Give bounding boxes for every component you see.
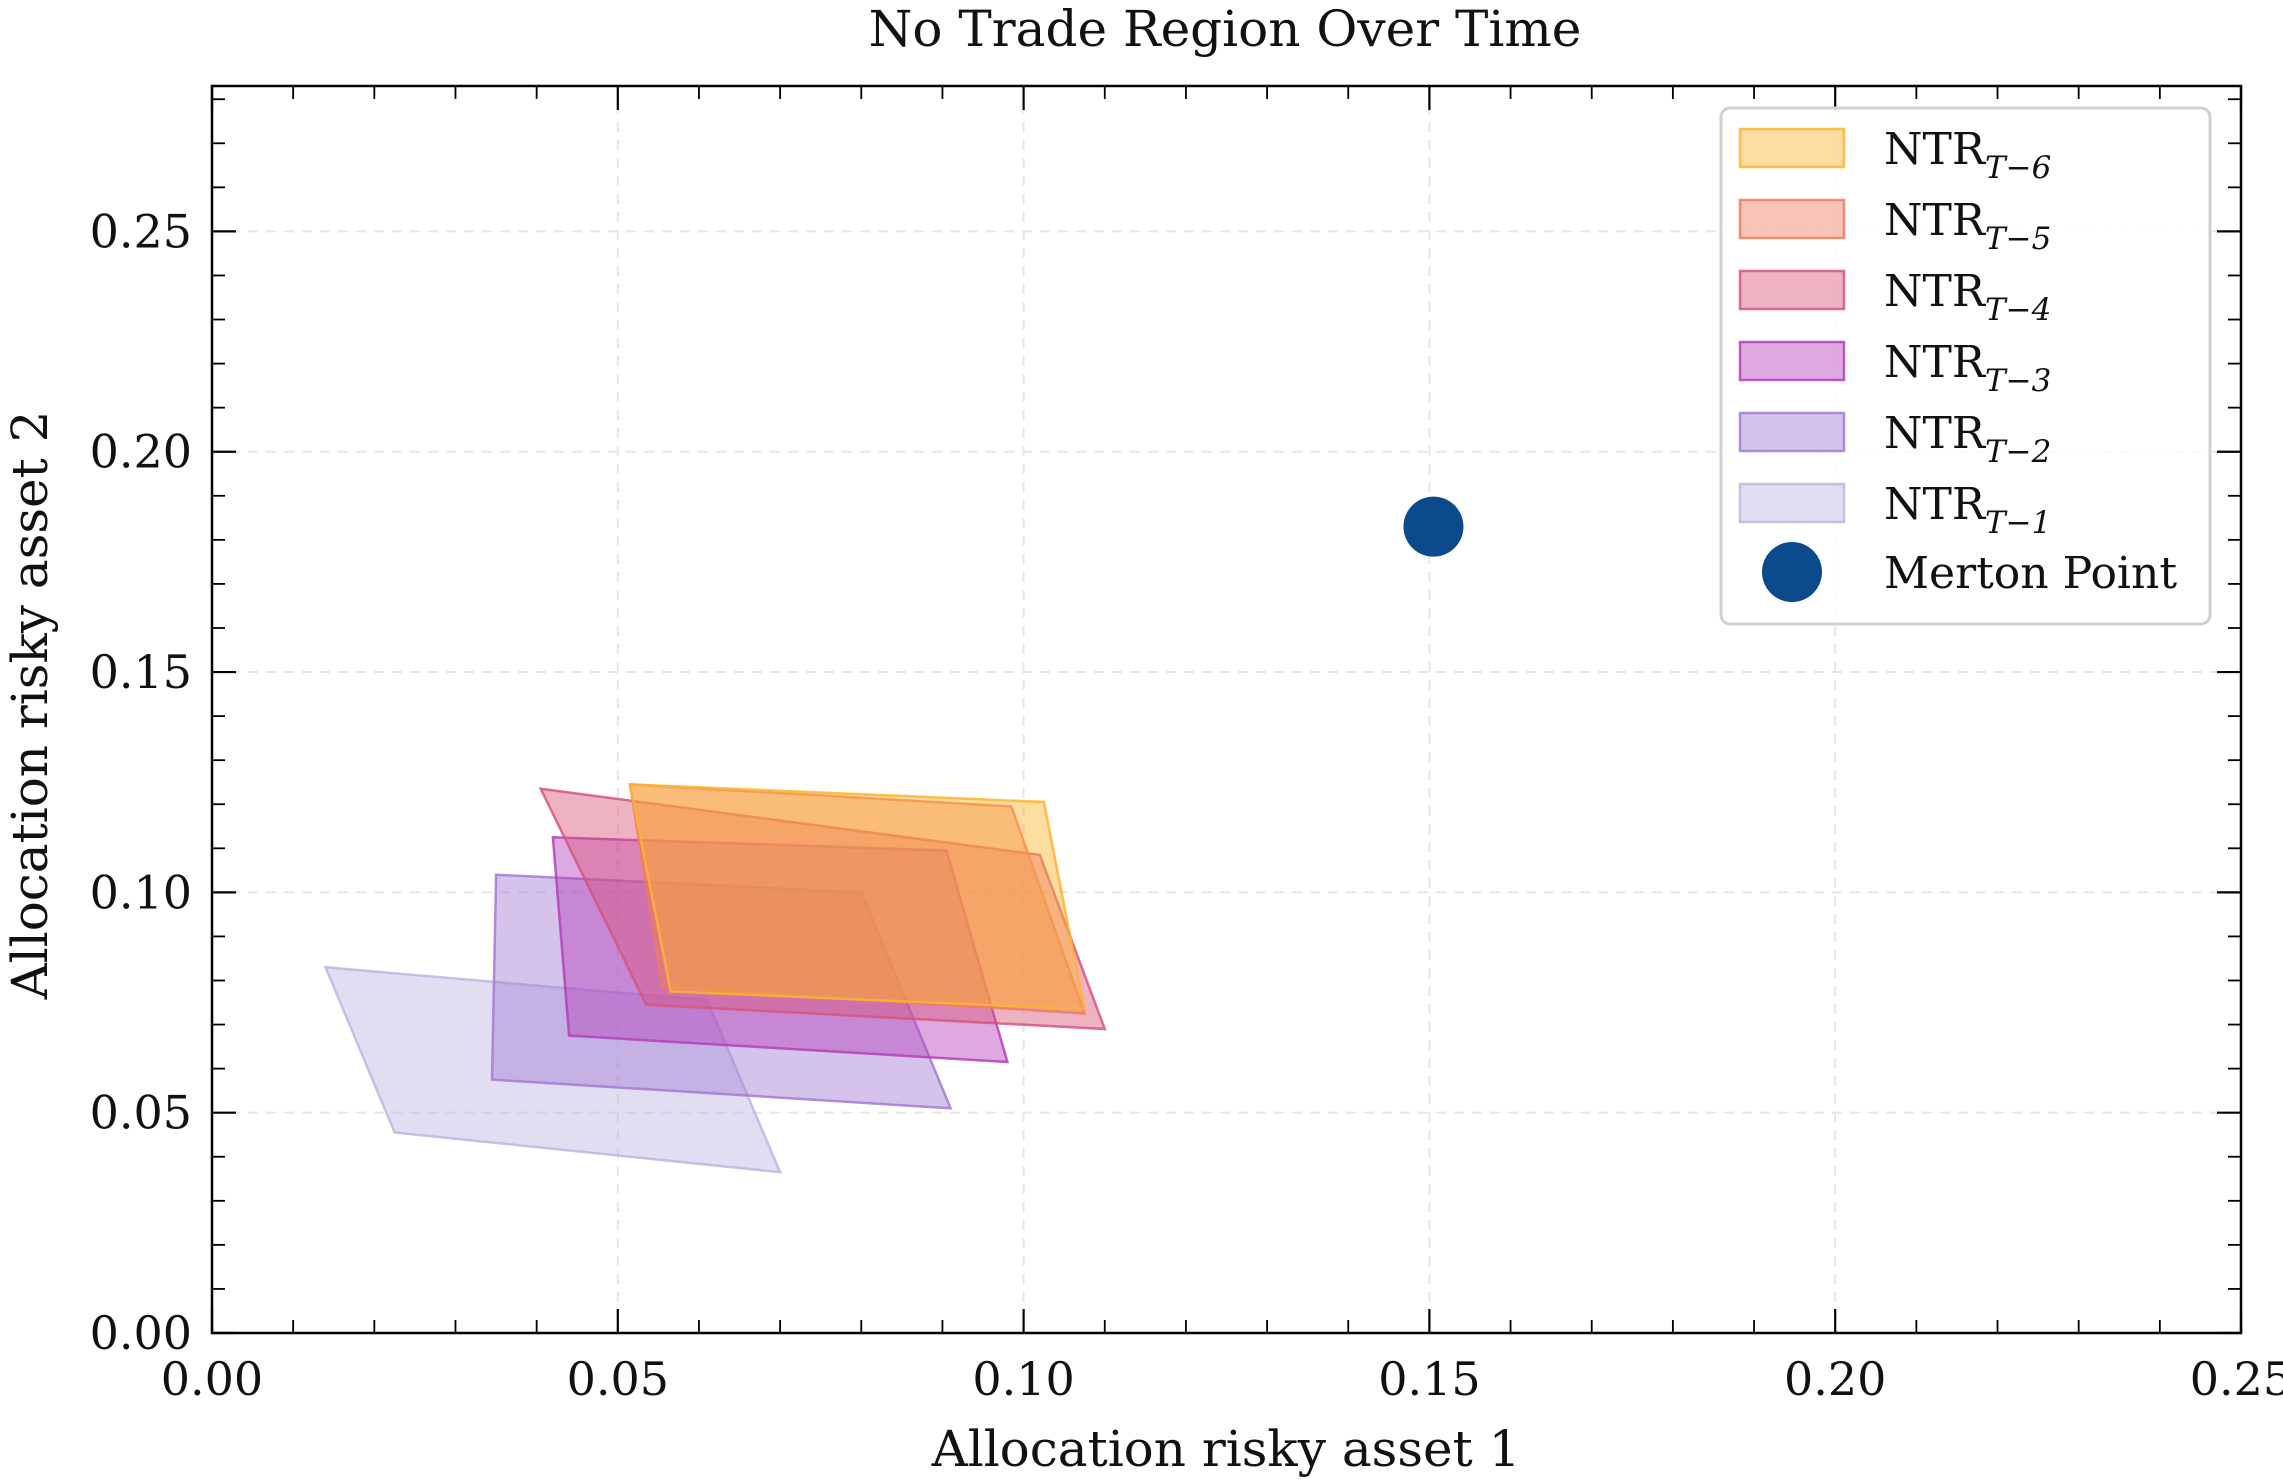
legend-entry-label: NTRT−6 bbox=[1884, 124, 2051, 186]
x-axis-label: Allocation risky asset 1 bbox=[931, 1420, 1521, 1478]
legend: NTRT−6 NTRT−5 NTRT−4 NTRT−3 NTRT−2 NTRT−1 Mert… bbox=[1719, 106, 2212, 626]
chart-title: No Trade Region Over Time bbox=[869, 0, 1582, 58]
ntr-region-Tminus-6 bbox=[628, 783, 1087, 1011]
legend-swatch bbox=[1738, 411, 1846, 453]
x-tick-label: 0.00 bbox=[161, 1352, 263, 1406]
legend-swatch bbox=[1738, 482, 1846, 524]
legend-swatch bbox=[1738, 340, 1846, 382]
x-tick-label: 0.05 bbox=[567, 1352, 669, 1406]
ticks-layer: 0.00 0.05 0.10 0.15 0.20 0.25 0.00 0.05 0.10 0.15… bbox=[90, 86, 2283, 1406]
merton-point-marker bbox=[1403, 496, 1464, 557]
legend-entry-label: NTRT−3 bbox=[1884, 337, 2051, 399]
legend-swatch bbox=[1738, 127, 1846, 169]
y-tick-label: 0.25 bbox=[90, 204, 192, 258]
legend-swatch bbox=[1738, 198, 1846, 240]
legend-entry-label: NTRT−1 bbox=[1884, 479, 2051, 541]
x-tick-label: 0.10 bbox=[972, 1352, 1074, 1406]
legend-entry-label: Merton Point bbox=[1884, 548, 2177, 599]
legend-entry-label: NTRT−4 bbox=[1884, 266, 2051, 328]
x-tick-label: 0.20 bbox=[1784, 1352, 1886, 1406]
y-tick-label: 0.05 bbox=[90, 1086, 192, 1140]
y-tick-label: 0.20 bbox=[90, 425, 192, 479]
legend-entry-label: NTRT−5 bbox=[1884, 195, 2051, 257]
legend-swatch bbox=[1738, 269, 1846, 311]
y-axis-label: Allocation risky asset 2 bbox=[1, 411, 59, 1001]
y-tick-label: 0.10 bbox=[90, 865, 192, 919]
y-tick-label: 0.00 bbox=[90, 1306, 192, 1360]
ntr-region-Tminus-1 bbox=[323, 965, 783, 1174]
x-tick-label: 0.15 bbox=[1378, 1352, 1480, 1406]
plot-frame bbox=[210, 84, 2243, 1335]
series-layer bbox=[323, 783, 1107, 1174]
y-tick-label: 0.15 bbox=[90, 645, 192, 699]
ntr-region-Tminus-5 bbox=[628, 783, 1087, 1015]
x-tick-label: 0.25 bbox=[2190, 1352, 2283, 1406]
legend-marker-merton bbox=[1762, 542, 1822, 602]
legend-entry-label: NTRT−2 bbox=[1884, 408, 2051, 470]
points-layer bbox=[1403, 496, 1464, 557]
ntr-region-Tminus-4 bbox=[538, 787, 1107, 1031]
